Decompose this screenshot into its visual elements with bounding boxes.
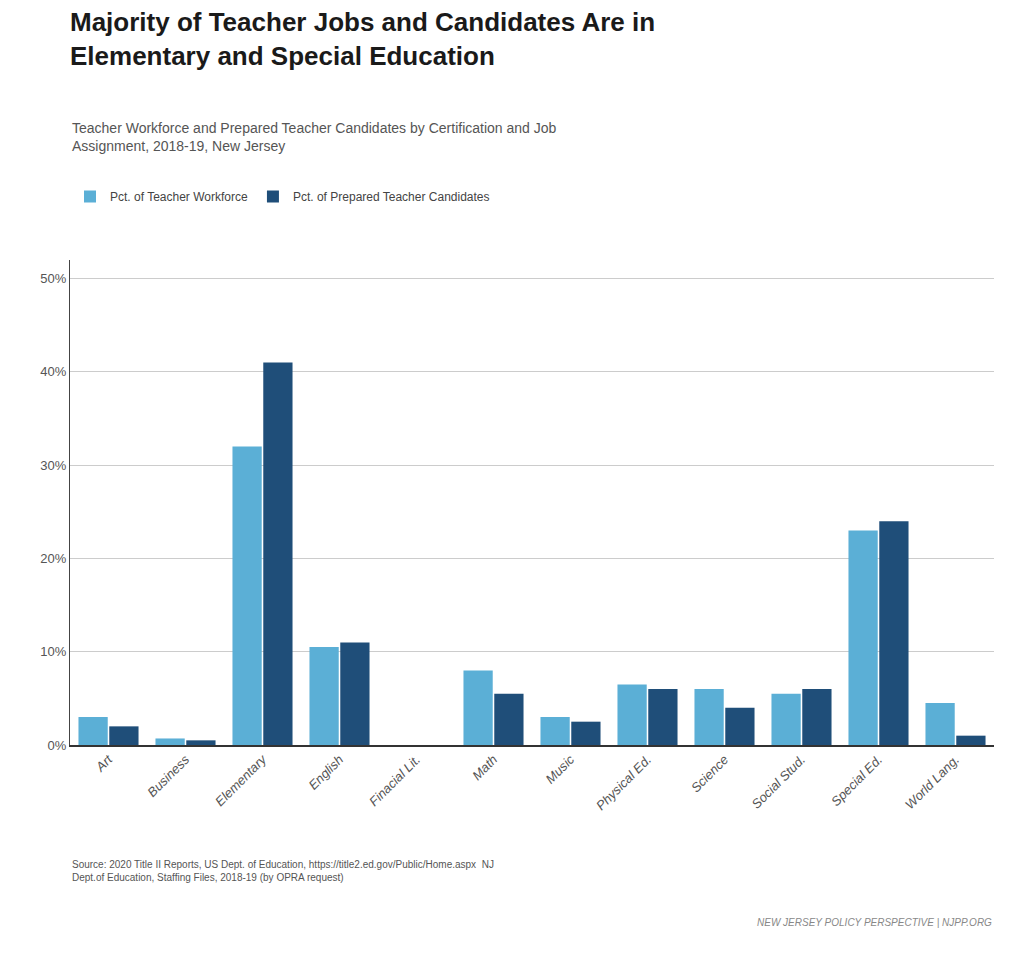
svg-text:Science: Science <box>688 752 731 795</box>
svg-text:50%: 50% <box>40 271 66 286</box>
svg-text:Music: Music <box>543 752 578 787</box>
svg-text:20%: 20% <box>40 551 66 566</box>
svg-text:English: English <box>305 752 346 793</box>
svg-text:Teacher Workforce and Prepared: Teacher Workforce and Prepared Teacher C… <box>72 120 557 154</box>
svg-text:Pct. of Teacher Workforce: Pct. of Teacher Workforce <box>110 190 248 204</box>
svg-text:NEW JERSEY POLICY PERSPECTIVE: NEW JERSEY POLICY PERSPECTIVE | NJPP.ORG <box>757 917 992 928</box>
svg-text:Special Ed.: Special Ed. <box>828 752 885 809</box>
svg-text:Art: Art <box>92 751 116 775</box>
svg-text:40%: 40% <box>40 364 66 379</box>
svg-text:10%: 10% <box>40 644 66 659</box>
svg-text:World Lang.: World Lang. <box>902 752 962 812</box>
svg-text:30%: 30% <box>40 458 66 473</box>
svg-text:0%: 0% <box>48 738 67 753</box>
svg-text:Social Stud.: Social Stud. <box>749 752 809 812</box>
svg-text:Finacial Lit.: Finacial Lit. <box>366 752 423 809</box>
svg-text:Business: Business <box>144 752 192 800</box>
svg-text:Source: 2020 Title II Reports,: Source: 2020 Title II Reports, US Dept. … <box>72 859 494 883</box>
svg-text:Elementary: Elementary <box>212 751 270 809</box>
svg-text:Majority of Teacher Jobs and C: Majority of Teacher Jobs and Candidates … <box>70 7 655 71</box>
svg-text:Physical Ed.: Physical Ed. <box>593 752 654 813</box>
svg-text:Math: Math <box>469 752 500 783</box>
svg-text:Pct. of Prepared Teacher Candi: Pct. of Prepared Teacher Candidates <box>293 190 490 204</box>
